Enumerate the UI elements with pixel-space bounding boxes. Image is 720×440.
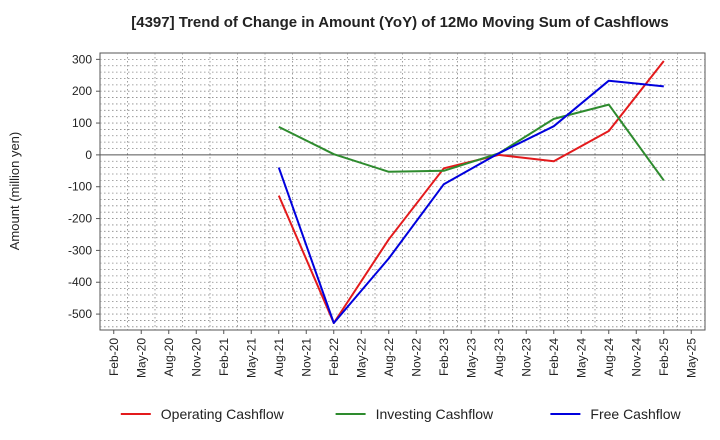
x-tick-label: Nov-22 bbox=[409, 338, 423, 377]
y-tick-label: 300 bbox=[72, 52, 92, 66]
x-tick-label: Nov-24 bbox=[629, 338, 643, 377]
y-tick-label: 100 bbox=[72, 116, 92, 130]
x-tick-label: May-22 bbox=[354, 338, 368, 378]
x-tick-label: May-21 bbox=[244, 338, 258, 378]
y-tick-label: -100 bbox=[68, 180, 92, 194]
legend-label-operating-cashflow: Operating Cashflow bbox=[161, 406, 285, 422]
series-layer bbox=[277, 60, 665, 324]
legend-label-investing-cashflow: Investing Cashflow bbox=[376, 406, 494, 422]
x-tick-label: Aug-21 bbox=[272, 338, 286, 377]
x-tick-label: Aug-20 bbox=[162, 338, 176, 377]
x-tick-label: Nov-23 bbox=[519, 338, 533, 377]
y-tick-label: -400 bbox=[68, 275, 92, 289]
x-tick-label: Feb-22 bbox=[327, 338, 341, 376]
legend: Operating Cashflow Investing Cashflow Free… bbox=[120, 406, 682, 422]
legend-label-free-cashflow: Free Cashflow bbox=[590, 406, 681, 422]
x-tick-label: Feb-21 bbox=[217, 338, 231, 376]
y-tick-label: -200 bbox=[68, 212, 92, 226]
x-tick-label: May-23 bbox=[464, 338, 478, 378]
x-tick-label: Feb-24 bbox=[547, 338, 561, 376]
y-axis-ticks: 300 200 100 0 -100 -200 -300 -400 -500 bbox=[68, 52, 100, 321]
grid-layer bbox=[100, 53, 705, 330]
x-tick-label: May-24 bbox=[574, 338, 588, 378]
x-tick-label: Nov-20 bbox=[189, 338, 203, 377]
x-tick-label: Aug-23 bbox=[492, 338, 506, 377]
y-axis-label: Amount (million yen) bbox=[7, 132, 22, 251]
series-line-investing-cashflow bbox=[278, 103, 665, 181]
y-tick-label: 0 bbox=[85, 148, 92, 162]
x-tick-label: Nov-21 bbox=[299, 338, 313, 377]
plot-area bbox=[99, 52, 706, 331]
x-axis-ticks: Feb-20 May-20 Aug-20 Nov-20 Feb-21 May-21 Aug-… bbox=[107, 330, 698, 378]
x-tick-label: Feb-25 bbox=[657, 338, 671, 376]
y-tick-label: -300 bbox=[68, 243, 92, 257]
x-tick-label: Feb-20 bbox=[107, 338, 121, 376]
x-tick-label: Aug-22 bbox=[382, 338, 396, 377]
chart-title: [4397] Trend of Change in Amount (YoY) o… bbox=[131, 14, 669, 31]
y-tick-label: -500 bbox=[68, 307, 92, 321]
x-tick-label: Aug-24 bbox=[602, 338, 616, 377]
series-line-free-cashflow bbox=[277, 79, 664, 324]
x-tick-label: May-20 bbox=[134, 338, 148, 378]
x-tick-label: Feb-23 bbox=[437, 338, 451, 376]
x-tick-label: May-25 bbox=[684, 338, 698, 378]
y-tick-label: 200 bbox=[72, 84, 92, 98]
